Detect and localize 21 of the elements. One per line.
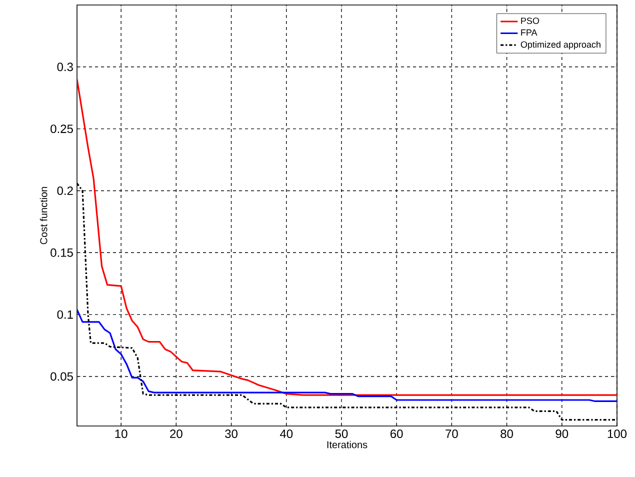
y-tick-label: 0.05 [50,372,73,381]
x-tick-label: 100 [608,430,627,438]
x-tick-label: 80 [500,430,513,438]
x-tick-label: 30 [225,430,238,438]
x-tick-label: 70 [446,430,458,438]
x-tick-label: 10 [115,430,128,438]
x-tick-label: 50 [335,430,348,438]
x-tick-label: 40 [280,430,293,438]
x-axis-title: Iterations [327,440,368,448]
y-tick-label: 0.15 [50,248,73,257]
x-tick-label: 20 [170,430,182,438]
x-tick-label: 60 [390,430,403,438]
x-tick-label: 90 [556,430,568,438]
y-tick-label: 0.3 [57,62,73,72]
legend-label: Optimized approach [520,41,600,50]
y-tick-label: 0.1 [57,310,73,319]
legend-label: PSO [521,18,540,24]
y-tick-label: 0.25 [50,124,73,134]
y-tick-label: 0.2 [57,186,73,195]
y-axis-title: Cost function [40,186,48,244]
legend-label: FPA [521,29,538,36]
